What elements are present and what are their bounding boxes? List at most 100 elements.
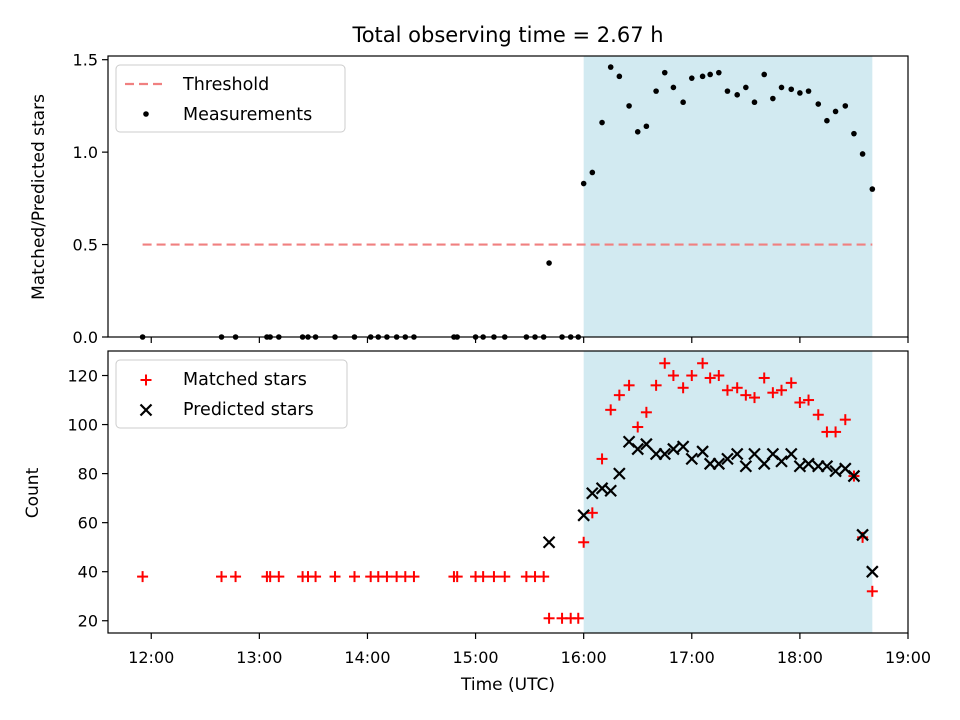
count-y-axis-label: Count [23, 467, 43, 518]
matched-star-point [543, 612, 555, 624]
predicted-star-point [793, 459, 807, 473]
matched-star-point [697, 357, 709, 369]
matched-stars-points [137, 357, 878, 624]
count-y-tick-label: 40 [78, 563, 98, 582]
matched-star-point [273, 571, 285, 583]
matched-star-point [310, 571, 322, 583]
measurement-point [680, 99, 686, 106]
matched-star-point [230, 571, 242, 583]
measurement-point [724, 88, 731, 94]
predicted-star-point [586, 486, 599, 500]
legend-measurements-label: Measurements [183, 105, 312, 125]
measurement-point [716, 69, 722, 76]
predicted-star-point [820, 459, 834, 473]
legend-matched-label: Matched stars [183, 370, 307, 390]
predicted-star-point [829, 464, 842, 478]
matched-star-point [812, 409, 824, 421]
matched-star-point [650, 379, 662, 391]
measurement-point [670, 84, 677, 91]
predicted-star-point [577, 509, 590, 522]
count-y-tick-label: 120 [67, 367, 98, 386]
measurement-point [707, 71, 713, 78]
measurement-point [734, 92, 740, 98]
measurement-point [626, 103, 632, 109]
ratio-legend: Threshold Measurements [115, 64, 346, 133]
matched-star-point [632, 421, 644, 433]
measurement-point [661, 69, 668, 76]
predicted-star-point [784, 447, 798, 461]
matched-star-point [477, 571, 489, 583]
count-y-tick-label: 80 [78, 465, 98, 484]
matched-star-point [748, 392, 760, 404]
predicted-star-point [696, 445, 709, 458]
matched-star-point [488, 571, 500, 583]
matched-star-point [659, 357, 671, 369]
measurement-point [743, 84, 749, 91]
count-panel: 20 40 60 80 100 120 12:00 13:00 14:00 15:00 16:00… [23, 350, 931, 695]
count-panel-frame [107, 350, 909, 634]
predicted-star-point [775, 455, 788, 468]
count-legend-box [115, 359, 348, 429]
predicted-star-point [730, 447, 744, 461]
predicted-star-point [595, 482, 609, 495]
measurement-point [634, 128, 641, 135]
measurement-point [851, 130, 857, 137]
ratio-y-axis-label: Matched/Predicted stars [29, 94, 49, 300]
measurement-point [832, 108, 839, 115]
matched-star-point [794, 396, 806, 408]
matched-star-point [667, 370, 679, 382]
matched-star-point [866, 585, 878, 597]
matched-star-point [731, 382, 743, 394]
predicted-star-point [542, 535, 556, 549]
count-x-tick-label: 19:00 [885, 648, 931, 667]
measurement-point [589, 169, 596, 176]
ratio-y-tick-label: 1.0 [73, 143, 98, 162]
predicted-star-point [856, 528, 869, 542]
matched-star-point [839, 414, 851, 426]
count-x-tick-label: 12:00 [128, 648, 174, 667]
ratio-y-tick-label: 0.0 [73, 328, 98, 347]
count-x-tick-label: 17:00 [669, 648, 715, 667]
matched-star-point [686, 370, 698, 382]
measurement-point [859, 151, 866, 157]
legend-threshold-label: Threshold [182, 75, 269, 95]
count-x-tick-label: 15:00 [453, 648, 499, 667]
matched-star-point [538, 571, 550, 583]
legend-measurement-swatch [143, 111, 149, 117]
count-x-ticks: 12:00 13:00 14:00 15:00 16:00 17:00 18:00 19:00 [128, 633, 931, 667]
matched-star-point [767, 387, 779, 399]
matched-star-point [704, 372, 716, 384]
predicted-star-point [685, 452, 699, 466]
ratio-panel-frame [107, 55, 909, 338]
legend-matched-marker [140, 374, 152, 386]
matched-star-point [640, 406, 652, 418]
legend-matched-swatch [140, 374, 152, 386]
measurement-point [580, 180, 587, 187]
matched-star-point [713, 370, 725, 382]
count-x-tick-label: 13:00 [236, 648, 282, 667]
predicted-star-point [721, 452, 734, 466]
count-x-tick-label: 14:00 [344, 648, 390, 667]
predicted-star-point [847, 469, 861, 483]
measurement-point [797, 90, 803, 96]
predicted-star-point [658, 447, 672, 461]
count-y-tick-label: 20 [78, 612, 98, 631]
measurement-point [805, 88, 812, 94]
measurement-point [607, 64, 614, 70]
predicted-star-point [613, 467, 626, 480]
matched-star-point [381, 571, 393, 583]
ratio-panel: 0.0 0.5 1.0 1.5 Matched/Predicted stars Thr… [29, 51, 909, 347]
figure-title: Total observing time = 2.67 h [351, 23, 663, 47]
matched-star-point [578, 536, 590, 548]
count-y-tick-label: 100 [67, 416, 98, 435]
predicted-star-point [640, 437, 653, 451]
count-x-tick-label: 18:00 [777, 648, 823, 667]
measurement-point [869, 186, 876, 192]
predicted-star-point [667, 442, 680, 456]
predicted-stars-points [542, 435, 879, 578]
matched-star-point [677, 382, 689, 394]
count-y-ticks: 20 40 60 80 100 120 [67, 367, 108, 631]
measurement-point [688, 75, 695, 81]
predicted-star-point [676, 440, 690, 453]
predicted-star-point [631, 442, 645, 456]
